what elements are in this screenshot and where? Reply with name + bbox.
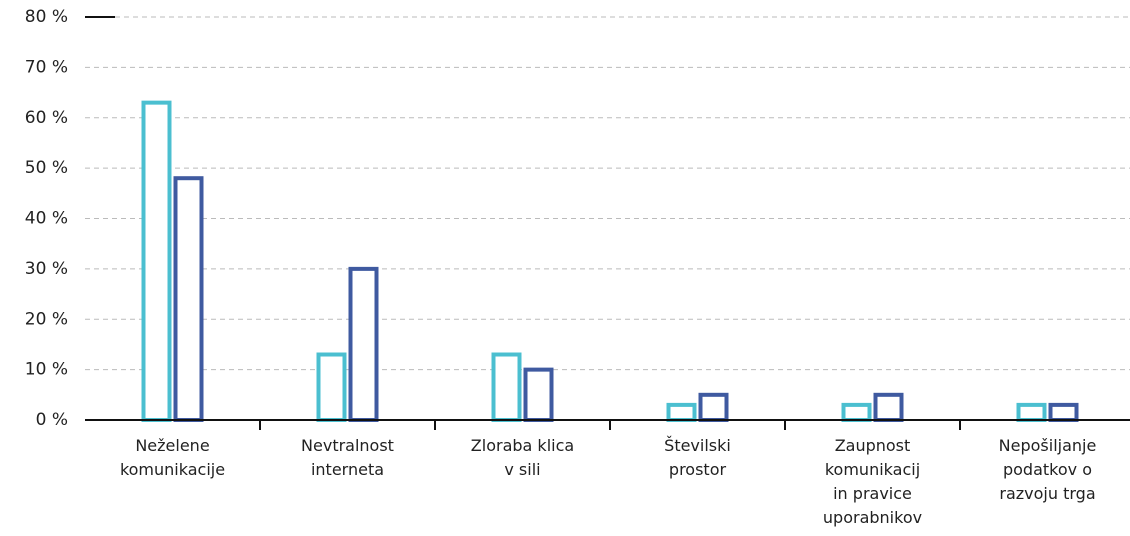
y-tick-label: 50 % (25, 158, 68, 178)
x-tick-label: Nevtralnost interneta (301, 436, 394, 479)
y-tick-label: 70 % (25, 57, 68, 77)
y-tick-label: 80 % (25, 7, 68, 27)
bar (141, 100, 172, 422)
bar (841, 402, 872, 423)
bar (1016, 402, 1047, 423)
bar (348, 266, 379, 422)
bar (523, 367, 554, 422)
bar (1048, 402, 1079, 423)
y-tick-label: 0 % (36, 410, 68, 430)
x-tick-label: Zaupnost komunikacij in pravice uporabni… (822, 436, 923, 527)
x-tick-label: Zloraba klica v sili (470, 436, 575, 479)
y-tick-label: 40 % (25, 209, 68, 229)
bar (666, 402, 697, 423)
bar (491, 352, 522, 423)
x-tick-label: Nepošiljanje podatkov o razvoju trga (998, 436, 1097, 503)
bar (698, 392, 729, 422)
y-tick-label: 30 % (25, 259, 68, 279)
y-tick-label: 10 % (25, 360, 68, 380)
y-tick-label: 60 % (25, 108, 68, 128)
bar (873, 392, 904, 422)
bar (173, 176, 204, 422)
bar (316, 352, 347, 423)
x-tick-label: Neželene komunikacije (119, 436, 226, 479)
x-tick-label: Številski prostor (664, 436, 731, 479)
y-tick-label: 20 % (25, 309, 68, 329)
